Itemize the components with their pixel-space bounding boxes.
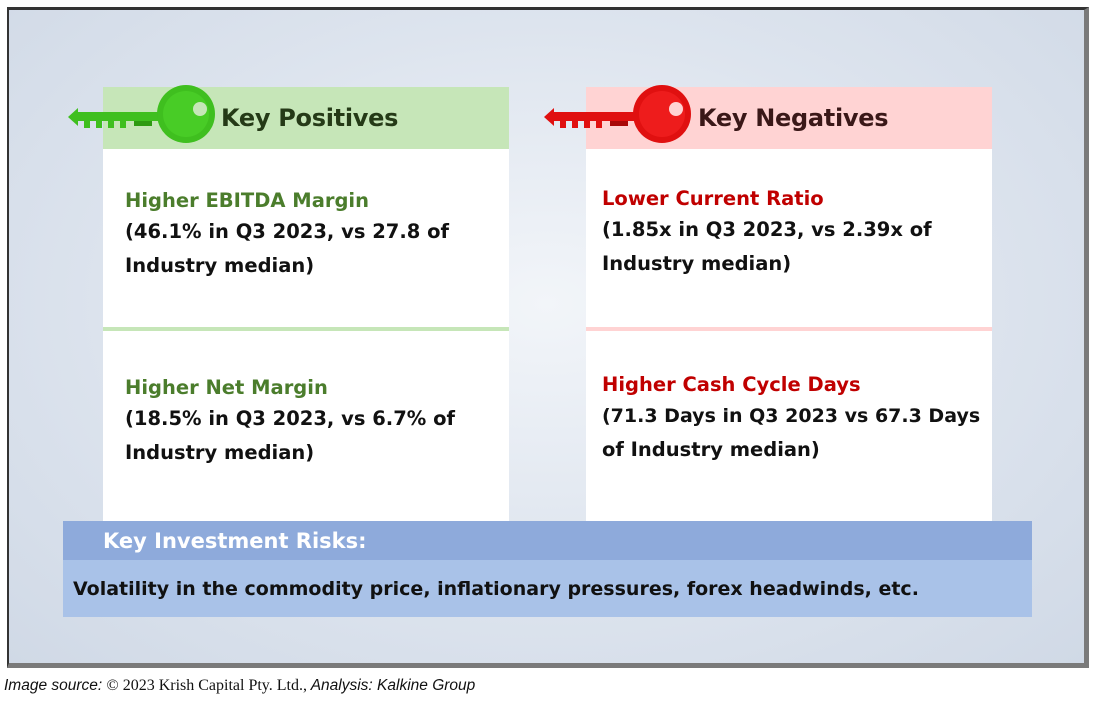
- source-analysis: Analysis: Kalkine Group: [306, 677, 476, 694]
- red-key-icon: [544, 85, 691, 143]
- negative-item-line2: of Industry median): [602, 438, 820, 461]
- positive-item-line2: Industry median): [125, 254, 315, 277]
- key-positives-title: Key Positives: [221, 104, 399, 132]
- negative-divider: [586, 327, 992, 331]
- negative-item-card: Higher Cash Cycle Days (71.3 Days in Q3 …: [586, 331, 992, 521]
- negative-item-title: Higher Cash Cycle Days: [602, 373, 861, 396]
- investment-risks-text: Volatility in the commodity price, infla…: [73, 577, 919, 600]
- source-label: Image source:: [4, 677, 107, 694]
- positive-item-line1: (18.5% in Q3 2023, vs 6.7% of: [125, 407, 455, 430]
- investment-risks-body: Volatility in the commodity price, infla…: [63, 560, 1032, 617]
- positive-item-title: Higher EBITDA Margin: [125, 189, 369, 212]
- image-source-caption: Image source: © 2023 Krish Capital Pty. …: [4, 677, 475, 695]
- negative-item-line2: Industry median): [602, 252, 792, 275]
- positive-divider: [103, 327, 509, 331]
- positive-item-line2: Industry median): [125, 441, 315, 464]
- positive-item-title: Higher Net Margin: [125, 376, 328, 399]
- investment-risks-header: Key Investment Risks:: [63, 521, 1032, 560]
- key-negatives-title: Key Negatives: [698, 104, 889, 132]
- investment-risks-title: Key Investment Risks:: [103, 528, 367, 553]
- positive-item-card: Higher EBITDA Margin (46.1% in Q3 2023, …: [103, 149, 509, 327]
- positive-item-card: Higher Net Margin (18.5% in Q3 2023, vs …: [103, 331, 509, 521]
- negative-item-line1: (71.3 Days in Q3 2023 vs 67.3 Days: [602, 405, 981, 427]
- positive-item-line1: (46.1% in Q3 2023, vs 27.8 of: [125, 220, 449, 243]
- negative-item-card: Lower Current Ratio (1.85x in Q3 2023, v…: [586, 149, 992, 327]
- negative-item-title: Lower Current Ratio: [602, 187, 824, 210]
- green-key-icon: [68, 85, 215, 143]
- negative-item-line1: (1.85x in Q3 2023, vs 2.39x of: [602, 218, 932, 241]
- source-copyright: © 2023 Krish Capital Pty. Ltd.,: [106, 677, 307, 694]
